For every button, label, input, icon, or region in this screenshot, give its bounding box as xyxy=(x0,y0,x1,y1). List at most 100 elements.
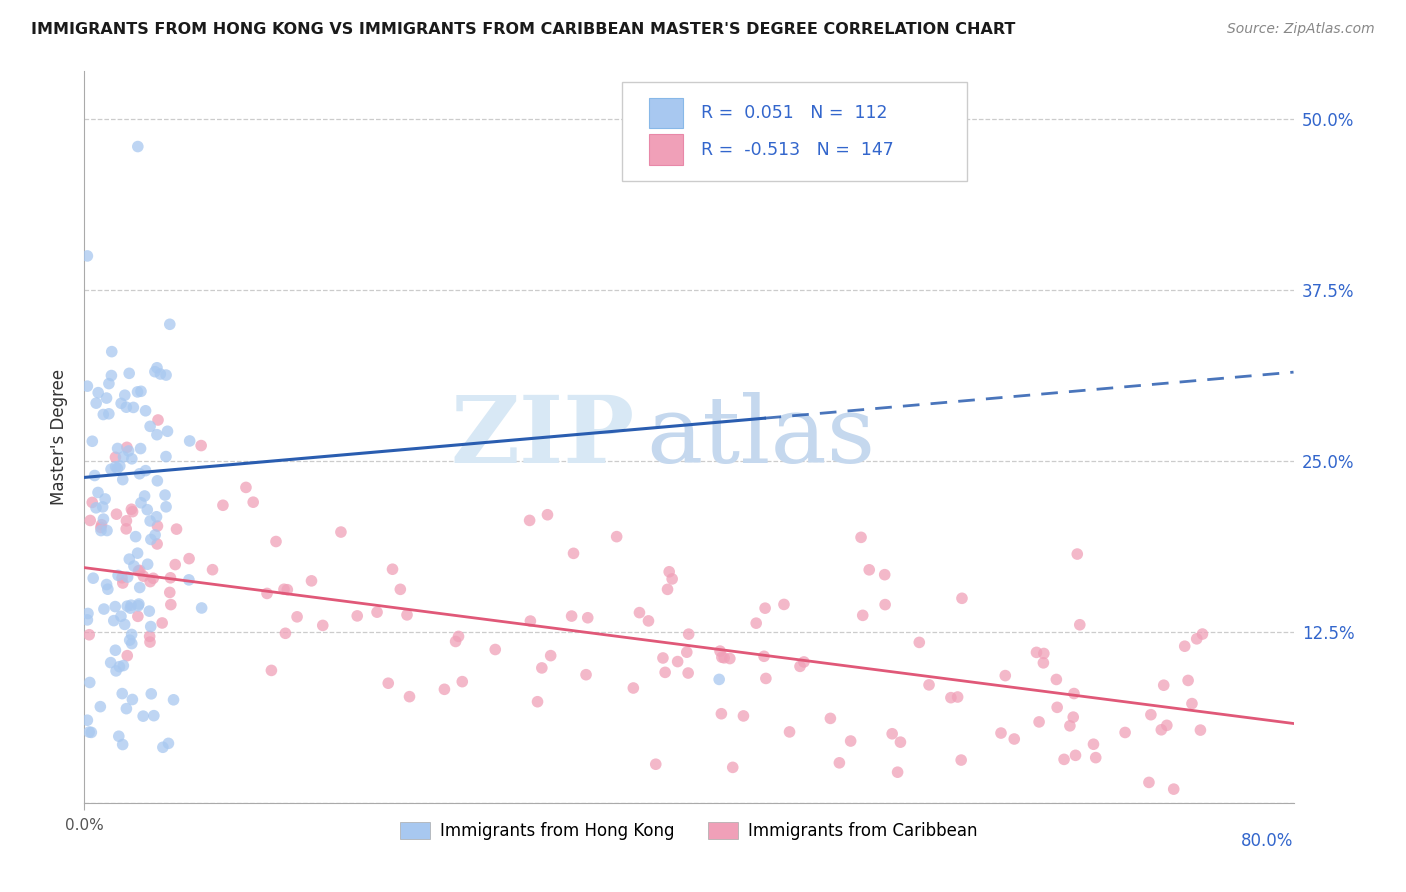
Point xyxy=(733,709,755,723)
Point xyxy=(946,690,969,704)
Point xyxy=(398,690,420,704)
Point xyxy=(93,602,115,616)
Point xyxy=(1191,627,1213,641)
Point xyxy=(118,552,141,566)
Point xyxy=(395,607,418,622)
Point xyxy=(1083,737,1105,751)
Point xyxy=(82,434,104,449)
Point xyxy=(108,458,131,473)
Point xyxy=(212,498,235,512)
Point xyxy=(96,524,118,538)
Point xyxy=(118,367,141,381)
Point xyxy=(1181,697,1204,711)
Point xyxy=(1156,718,1178,732)
Point xyxy=(105,507,128,521)
Point xyxy=(111,473,134,487)
Point xyxy=(754,601,776,615)
Point xyxy=(346,608,368,623)
Point xyxy=(124,530,146,544)
Point xyxy=(139,514,162,528)
Point xyxy=(276,582,298,597)
Point xyxy=(256,586,278,600)
Point xyxy=(873,567,896,582)
Point xyxy=(118,633,141,648)
Point xyxy=(1163,782,1185,797)
Point xyxy=(312,618,335,632)
Point xyxy=(83,468,105,483)
Point xyxy=(97,407,120,421)
Point xyxy=(721,760,744,774)
Point xyxy=(444,634,467,648)
Point xyxy=(115,701,138,715)
Point xyxy=(718,651,741,665)
Point xyxy=(637,614,659,628)
Point xyxy=(242,495,264,509)
Point xyxy=(128,467,150,481)
Point xyxy=(107,568,129,582)
Point xyxy=(139,635,162,649)
FancyBboxPatch shape xyxy=(650,98,683,128)
Point xyxy=(177,551,200,566)
Point xyxy=(849,530,872,544)
Point xyxy=(121,692,143,706)
Point xyxy=(146,427,169,442)
Point xyxy=(111,571,134,585)
Point xyxy=(111,576,134,591)
Point xyxy=(127,139,149,153)
Point xyxy=(97,376,120,391)
Point xyxy=(139,419,162,434)
Point xyxy=(561,609,583,624)
Point xyxy=(93,512,115,526)
Point xyxy=(177,573,200,587)
Text: IMMIGRANTS FROM HONG KONG VS IMMIGRANTS FROM CARIBBEAN MASTER'S DEGREE CORRELATI: IMMIGRANTS FROM HONG KONG VS IMMIGRANTS … xyxy=(31,22,1015,37)
Point xyxy=(146,537,169,551)
Point xyxy=(950,591,973,606)
Point xyxy=(143,528,166,542)
Point xyxy=(875,598,897,612)
Point xyxy=(752,649,775,664)
Point xyxy=(264,534,287,549)
Point xyxy=(82,495,104,509)
Point xyxy=(190,439,212,453)
Point xyxy=(89,699,111,714)
Point xyxy=(146,360,169,375)
Point xyxy=(562,546,585,560)
Point xyxy=(773,598,796,612)
Point xyxy=(519,513,541,527)
Point xyxy=(1189,723,1212,737)
Point xyxy=(79,513,101,527)
Point xyxy=(129,442,152,456)
Point xyxy=(156,424,179,438)
Point xyxy=(159,318,181,332)
Point xyxy=(433,682,456,697)
Point xyxy=(1062,710,1084,724)
Point xyxy=(150,615,173,630)
Point xyxy=(117,444,139,458)
Point xyxy=(141,687,163,701)
Point xyxy=(128,563,150,577)
Point xyxy=(889,735,911,749)
Legend: Immigrants from Hong Kong, Immigrants from Caribbean: Immigrants from Hong Kong, Immigrants fr… xyxy=(394,815,984,847)
Point xyxy=(159,571,181,585)
FancyBboxPatch shape xyxy=(650,135,683,165)
Point xyxy=(127,384,149,399)
Point xyxy=(273,582,295,597)
Point xyxy=(112,658,135,673)
Point xyxy=(1084,750,1107,764)
Point xyxy=(1045,673,1067,687)
Point xyxy=(139,619,162,633)
Point xyxy=(132,709,155,723)
Point xyxy=(76,249,98,263)
Point xyxy=(117,570,139,584)
Point xyxy=(1032,656,1054,670)
Point xyxy=(135,464,157,478)
Point xyxy=(139,533,162,547)
Point xyxy=(381,562,404,576)
Point xyxy=(111,738,134,752)
Point xyxy=(128,581,150,595)
Point xyxy=(127,564,149,578)
Point xyxy=(918,678,941,692)
Point xyxy=(84,500,107,515)
Point xyxy=(285,610,308,624)
Point xyxy=(1114,725,1136,739)
